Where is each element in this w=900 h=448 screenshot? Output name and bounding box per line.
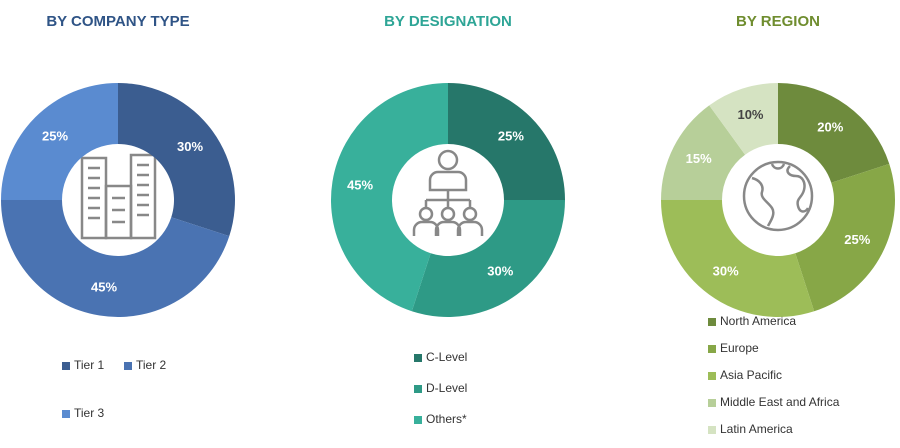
data-label: 45% <box>91 279 117 294</box>
legend-label: Tier 3 <box>74 406 105 420</box>
legend-swatch <box>708 426 716 434</box>
legend-label: Europe <box>720 341 759 355</box>
donut-slice <box>795 163 896 312</box>
legend-label: Others* <box>426 412 467 426</box>
data-label: 10% <box>737 107 763 122</box>
donut-slice <box>778 83 890 183</box>
data-label: 25% <box>42 129 68 144</box>
donut-slice <box>661 105 746 200</box>
data-label: 25% <box>844 232 870 247</box>
legend-swatch <box>414 354 422 362</box>
legend-swatch <box>62 410 70 418</box>
legend-swatch <box>708 372 716 380</box>
icon-people <box>412 149 484 236</box>
chart-title: BY DESIGNATION <box>384 13 512 30</box>
legend-label: North America <box>720 314 796 328</box>
legend-swatch <box>124 362 132 370</box>
legend-label: Tier 2 <box>136 358 167 372</box>
legend-label: Middle East and Africa <box>720 395 840 409</box>
chart-title: BY COMPANY TYPE <box>46 13 189 30</box>
donut-slice <box>411 200 565 317</box>
data-label: 45% <box>347 178 373 193</box>
chart-title: BY REGION <box>736 13 820 30</box>
data-label: 25% <box>498 129 524 144</box>
data-label: 15% <box>686 151 712 166</box>
donut-slice <box>448 83 565 200</box>
legend-swatch <box>414 416 422 424</box>
legend-label: D-Level <box>426 381 467 395</box>
icon-buildings <box>80 153 157 240</box>
donut-slice <box>661 200 815 317</box>
donut-slice <box>1 83 118 200</box>
legend-label: C-Level <box>426 350 467 364</box>
legend-swatch <box>708 345 716 353</box>
donut-slice <box>1 200 230 317</box>
donut-slice <box>331 83 448 312</box>
icon-globe <box>742 160 814 232</box>
data-label: 30% <box>713 263 739 278</box>
legend-label: Latin America <box>720 422 793 436</box>
legend-swatch <box>414 385 422 393</box>
legend-label: Tier 1 <box>74 358 105 372</box>
data-label: 20% <box>817 119 843 134</box>
legend-label: Asia Pacific <box>720 368 782 382</box>
legend-swatch <box>708 318 716 326</box>
legend-swatch <box>708 399 716 407</box>
legend-swatch <box>62 362 70 370</box>
data-label: 30% <box>177 139 203 154</box>
donut-slice <box>709 83 778 155</box>
data-label: 30% <box>487 263 513 278</box>
donut-slice <box>118 83 235 237</box>
